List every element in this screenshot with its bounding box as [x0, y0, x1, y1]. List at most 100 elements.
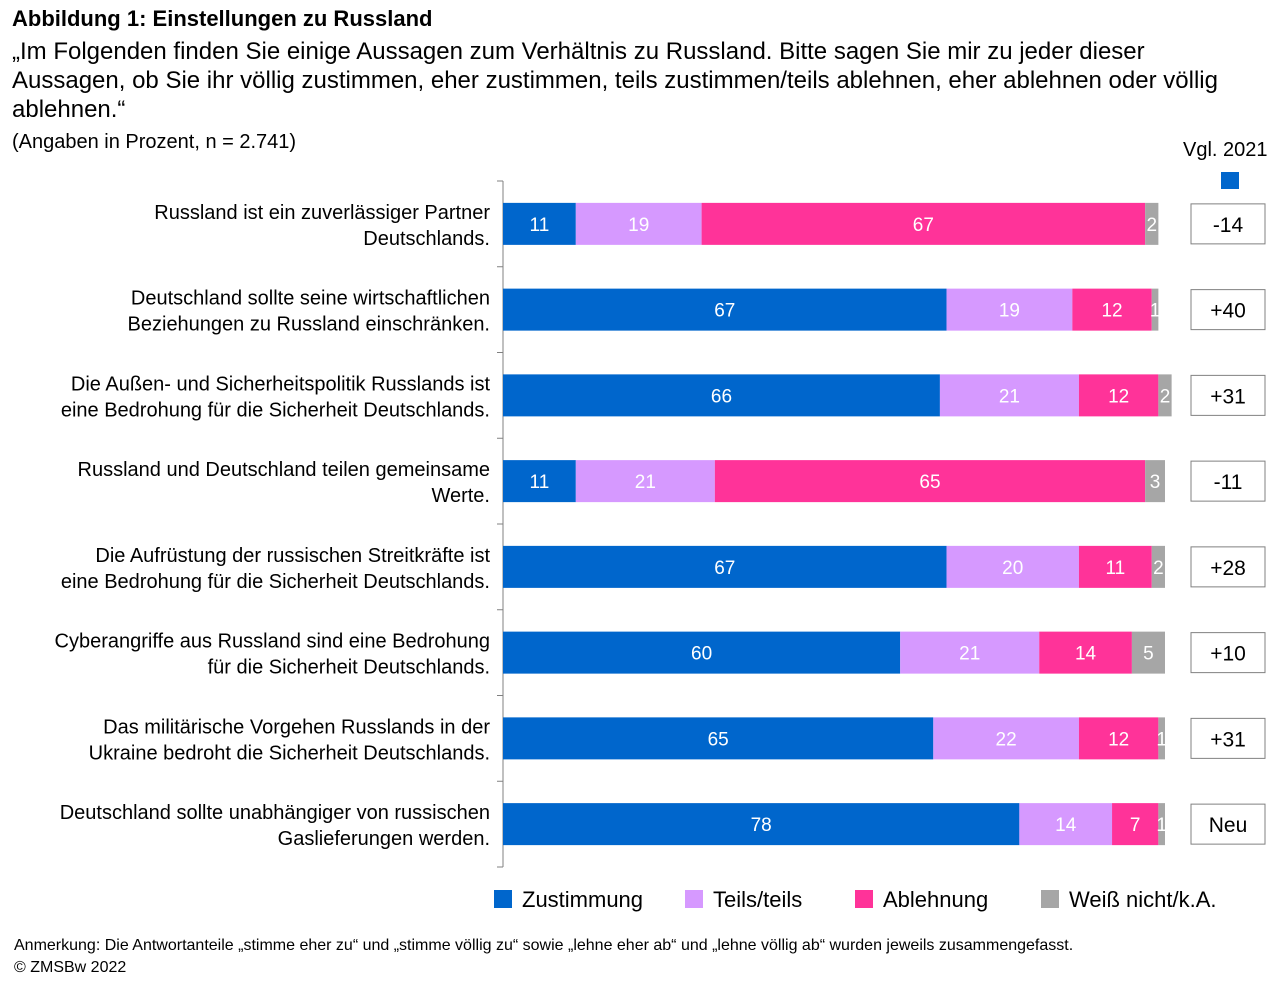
comparison-box	[1190, 460, 1266, 502]
bar-segment	[503, 288, 947, 331]
bar-segment	[503, 374, 940, 417]
comparison-box	[1190, 203, 1266, 245]
category-label: Die Aufrüstung der russischen Streitkräf…	[61, 545, 491, 593]
bar-segment	[714, 460, 1146, 503]
data-label: 2	[1153, 558, 1164, 579]
category-label: Russland ist ein zuverlässiger Partner De…	[154, 202, 490, 250]
footnote-remark: Anmerkung: Die Antwortanteile „stimme eh…	[14, 937, 1074, 954]
comparison-box	[1190, 289, 1266, 331]
legend-label: Teils/teils	[713, 887, 802, 912]
data-label: 11	[530, 472, 550, 493]
category-label: Deutschland sollte seine wirtschaftliche…	[128, 288, 490, 336]
comparison-value: Neu	[1209, 814, 1248, 837]
comparison-value: -11	[1214, 471, 1243, 494]
bar-segment	[701, 202, 1146, 245]
data-label: 1	[1156, 729, 1167, 750]
bar-segment	[1078, 545, 1152, 588]
data-label: 21	[999, 386, 1020, 407]
chart-subtitle: „Im Folgenden finden Sie einige Aussagen…	[12, 38, 1218, 123]
data-label: 65	[708, 729, 729, 750]
bar-segment	[1158, 803, 1165, 846]
bar-segment	[1158, 717, 1165, 760]
category-label: Cyberangriffe aus Russland sind eine Bed…	[55, 631, 490, 679]
data-label: 12	[1108, 386, 1129, 407]
bar-segment	[575, 202, 702, 245]
bar-segment	[900, 631, 1040, 674]
comparison-value: +28	[1210, 557, 1246, 580]
comparison-box	[1190, 803, 1266, 845]
comparison-box	[1190, 374, 1266, 416]
footnote-copyright: © ZMSBw 2022	[14, 959, 127, 976]
bar-segment	[503, 545, 947, 588]
data-label: 22	[996, 729, 1017, 750]
data-label: 19	[628, 215, 649, 236]
data-label: 12	[1108, 729, 1129, 750]
data-label: 7	[1130, 815, 1141, 836]
data-label: 5	[1143, 644, 1154, 665]
bar-segment	[946, 545, 1079, 588]
bar-segment	[503, 717, 934, 760]
legend-swatch	[494, 890, 512, 908]
chart-note: (Angaben in Prozent, n = 2.741)	[12, 131, 297, 153]
chart-title: Abbildung 1: Einstellungen zu Russland	[12, 6, 433, 31]
bar-segment	[1078, 374, 1159, 417]
data-label: 67	[714, 301, 735, 322]
comparison-header: Vgl. 2021	[1183, 139, 1268, 161]
bar-segment	[946, 288, 1073, 331]
bar-segment	[1151, 288, 1159, 331]
data-label: 14	[1055, 815, 1077, 836]
data-label: 1	[1150, 301, 1161, 322]
bar-segment	[1039, 631, 1132, 674]
data-label: 67	[714, 558, 735, 579]
legend-swatch	[855, 890, 873, 908]
data-label: 60	[691, 644, 712, 665]
category-label: Das militärische Vorgehen Russlands in d…	[89, 716, 491, 764]
comparison-value: +10	[1210, 643, 1246, 666]
bar-segment	[1151, 545, 1165, 588]
bar-segment	[1131, 631, 1165, 674]
data-label: 78	[751, 815, 772, 836]
bar-segment	[503, 803, 1020, 846]
data-label: 20	[1002, 558, 1023, 579]
comparison-legend-swatch	[1221, 172, 1239, 189]
bar-segment	[933, 717, 1079, 760]
data-label: 21	[635, 472, 656, 493]
legend-swatch	[685, 890, 703, 908]
comparison-value: -14	[1213, 214, 1244, 237]
data-label: 3	[1150, 472, 1161, 493]
comparison-value: +40	[1210, 300, 1246, 323]
category-label: Deutschland sollte unabhängiger von russ…	[60, 802, 490, 850]
bar-segment	[1072, 288, 1152, 331]
comparison-value: +31	[1210, 385, 1246, 408]
data-label: 2	[1160, 386, 1171, 407]
data-label: 67	[913, 215, 934, 236]
comparison-box	[1190, 717, 1266, 759]
comparison-box	[1190, 632, 1266, 674]
data-label: 2	[1146, 215, 1157, 236]
legend-label: Weiß nicht/k.A.	[1069, 887, 1217, 912]
bar-segment	[1158, 374, 1172, 417]
data-label: 21	[959, 644, 980, 665]
bar-segment	[503, 460, 576, 503]
legend-swatch	[1041, 890, 1059, 908]
bar-segment	[503, 202, 576, 245]
data-label: 14	[1075, 644, 1097, 665]
data-label: 11	[1105, 558, 1125, 579]
bar-segment	[1112, 803, 1159, 846]
bar-segment	[939, 374, 1079, 417]
bar-segment	[1145, 460, 1165, 503]
data-label: 19	[999, 301, 1020, 322]
comparison-box	[1190, 546, 1266, 588]
data-label: 1	[1156, 815, 1167, 836]
data-label: 66	[711, 386, 732, 407]
legend-label: Ablehnung	[883, 887, 988, 912]
category-label: Die Außen- und Sicherheitspolitik Russla…	[61, 373, 491, 421]
legend-label: Zustimmung	[522, 887, 643, 912]
bar-segment	[1019, 803, 1113, 846]
bar-segment	[1078, 717, 1159, 760]
footnote: Anmerkung: Die Antwortanteile „stimme eh…	[14, 935, 1073, 979]
data-label: 12	[1101, 301, 1122, 322]
bar-segment	[1145, 202, 1159, 245]
category-label: Russland und Deutschland teilen gemeinsa…	[78, 459, 490, 507]
